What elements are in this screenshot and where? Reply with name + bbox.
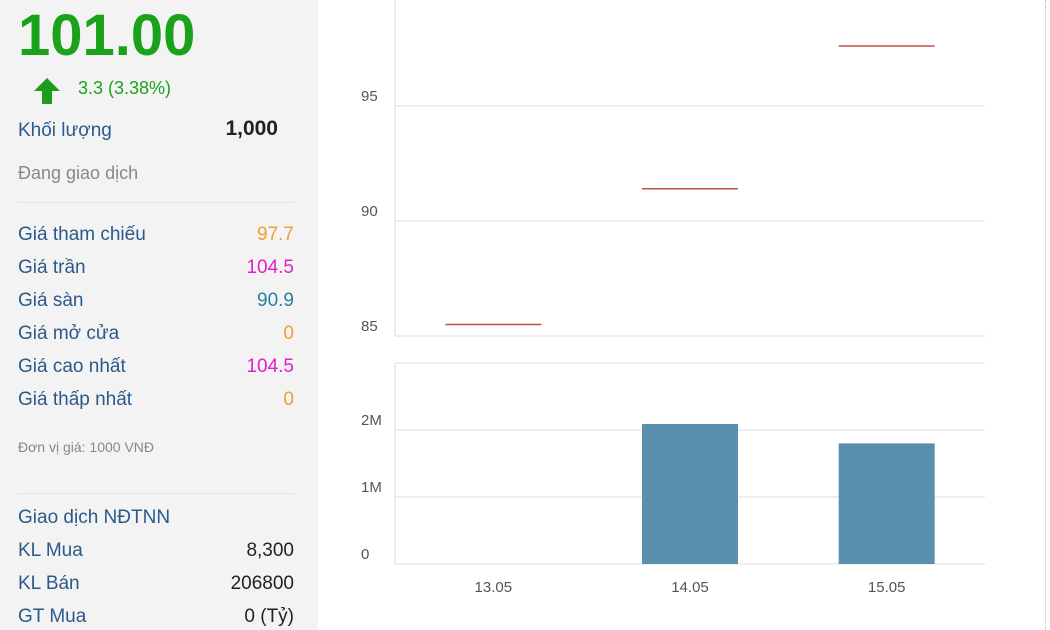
row-value: 90.9	[257, 290, 294, 311]
row-label: Giá cao nhất	[18, 356, 126, 377]
volume: 1,000	[225, 117, 278, 140]
row-label: KL Bán	[18, 573, 80, 594]
unit-note: Đơn vị giá: 1000 VNĐ	[18, 439, 155, 455]
row-label: KL Mua	[18, 540, 83, 561]
row-value: 0 (Tỷ)	[244, 606, 294, 627]
bar	[838, 443, 935, 564]
y-tick-label: 95	[361, 88, 378, 105]
row-label: Giá trần	[18, 257, 86, 278]
chart: 85 90 95 0 1M 2M 13.05 14.05 15.05	[361, 0, 985, 596]
change: 3.3 (3.38%)	[78, 78, 172, 98]
border	[1045, 0, 1046, 630]
x-tick-label: 14.05	[671, 579, 709, 596]
row-value: 97.7	[257, 224, 294, 245]
row-label: Giá tham chiếu	[18, 224, 146, 245]
row-label: GT Mua	[18, 606, 87, 627]
y-tick-label: 2M	[361, 412, 382, 429]
quote-panel: 101.00 3.3 (3.38%) Khối lượng 1,000 Đang…	[0, 0, 318, 630]
y-tick-label: 1M	[361, 479, 382, 496]
row-label: Giá thấp nhất	[18, 389, 133, 410]
price: 101.00	[18, 3, 196, 68]
row-value: 104.5	[246, 257, 294, 278]
status: Đang giao dịch	[18, 163, 139, 183]
separator	[18, 493, 294, 494]
y-tick-label: 85	[361, 318, 378, 335]
row-value: 206800	[230, 573, 294, 594]
row-value: 0	[283, 323, 294, 344]
row-value: 0	[283, 389, 294, 410]
separator	[18, 202, 294, 203]
x-tick-label: 15.05	[868, 579, 906, 596]
row-value: 8,300	[246, 540, 294, 561]
bar	[642, 423, 738, 564]
y-tick-label: 90	[361, 203, 378, 220]
row-value: 104.5	[246, 356, 294, 377]
volume-label: Khối lượng	[18, 120, 112, 141]
row-label: Giá sàn	[18, 290, 84, 311]
x-tick-label: 13.05	[475, 579, 513, 596]
row-label: Giá mở cửa	[18, 323, 120, 344]
y-tick-label: 0	[361, 546, 369, 563]
foreign-title: Giao dịch NĐTNN	[18, 507, 171, 528]
up-arrow	[34, 78, 60, 104]
